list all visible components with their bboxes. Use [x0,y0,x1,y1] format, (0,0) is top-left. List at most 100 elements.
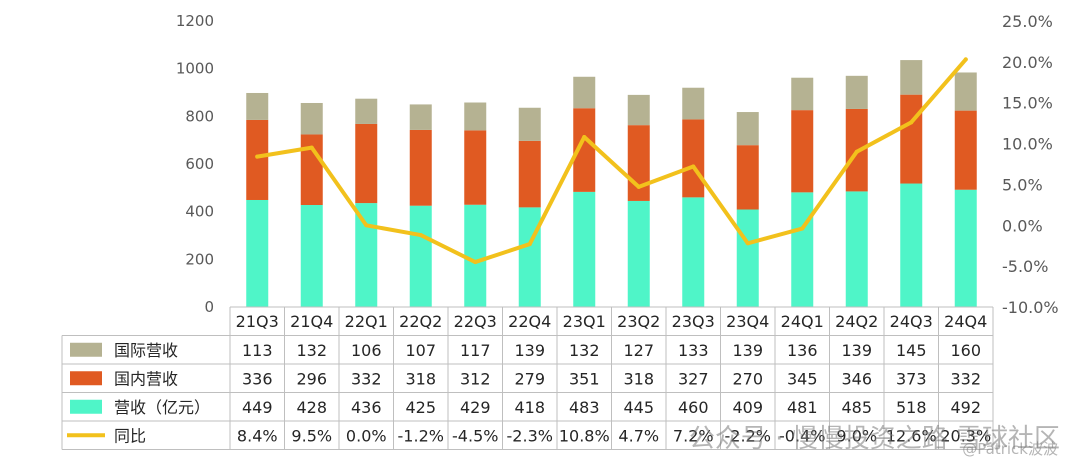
data-label: 127 [623,341,654,360]
bar-segment [464,130,487,205]
data-label: 139 [514,341,545,360]
y-tick-label: 800 [185,107,214,125]
yoy-point [963,57,968,62]
bar-segment [300,204,323,307]
data-label: 9.0% [836,426,877,445]
bar-segment [900,94,923,184]
y2-tick-label: 5.0% [1002,175,1043,194]
data-label: 145 [896,341,927,360]
data-label: 481 [787,398,818,417]
x-tick-label: 22Q3 [454,312,497,331]
yoy-point [909,120,914,125]
bar-segment [736,145,759,210]
bar-segment [845,75,868,109]
bar-segment [464,102,487,131]
data-label: 4.7% [618,426,659,445]
x-tick-label: 21Q4 [290,312,333,331]
data-label: -2.3% [507,426,553,445]
y-tick-label: 200 [185,250,214,268]
bar-segment [246,119,269,200]
watermark-line3: @Patrick波波 [962,440,1058,458]
data-label: 113 [242,341,273,360]
y2-tick-label: 15.0% [1002,94,1053,113]
yoy-point [582,135,587,140]
bar-segment [246,199,269,307]
data-label: -2.2% [725,426,771,445]
bar-segment [300,134,323,205]
bar-segment [300,102,323,135]
yoy-point [309,145,314,150]
data-label: -1.2% [398,426,444,445]
data-label: 139 [732,341,763,360]
data-label: 332 [950,369,981,388]
legend-label: 国内营收 [114,369,178,388]
x-tick-label: 24Q4 [944,312,987,331]
x-tick-label: 24Q3 [890,312,933,331]
y2-tick-label: -10.0% [1002,298,1059,317]
data-label: 318 [405,369,436,388]
data-label: 9.5% [291,426,332,445]
x-tick-label: 24Q1 [781,312,824,331]
bar-segment [736,112,759,146]
data-label: 518 [896,398,927,417]
bar-segment [954,189,977,307]
bar-segment [409,104,432,130]
data-label: 327 [678,369,709,388]
watermark-line1: 公众号 · 慢慢投资之路 [688,424,948,454]
x-tick-label: 23Q3 [672,312,715,331]
data-label: 106 [351,341,382,360]
data-label: 346 [841,369,872,388]
bar-segment [409,205,432,307]
data-label: 351 [569,369,600,388]
legend-label: 营收（亿元） [114,398,210,417]
data-label: 107 [405,341,436,360]
data-label: 20.3% [940,426,991,445]
data-label: 12.6% [886,426,937,445]
legend-swatch [70,371,102,386]
y2-tick-label: 0.0% [1002,216,1043,235]
bar-segment [791,192,814,307]
data-label: 318 [623,369,654,388]
watermark-line2: 雪球社区 [955,424,1060,454]
y2-tick-label: 10.0% [1002,135,1053,154]
data-label: 428 [296,398,327,417]
yoy-point [691,164,696,169]
bar-segment [736,209,759,307]
data-label: 10.8% [559,426,610,445]
bar-segment [518,140,541,208]
bar-segment [682,197,705,307]
data-label: 336 [242,369,273,388]
bar-segment [954,110,977,190]
legend-label: 同比 [114,426,146,445]
data-label: 270 [732,369,763,388]
y-tick-label: 0 [204,298,214,316]
data-label: 136 [787,341,818,360]
data-label: 445 [623,398,654,417]
x-tick-label: 24Q2 [835,312,878,331]
legend-label: 国际营收 [114,341,178,360]
bar-segment [954,72,977,111]
data-label: 117 [460,341,491,360]
x-tick-label: 23Q4 [726,312,769,331]
bar-segment [627,200,650,307]
data-table: 21Q3 21Q4 22Q1 22Q2 22Q3 22Q4 23Q1 23Q2 23Q3 23Q4… [61,306,994,450]
data-label: 133 [678,341,709,360]
yoy-point [527,242,532,247]
y-tick-label: 1200 [176,12,214,30]
data-label: 296 [296,369,327,388]
x-tick-label: 22Q2 [399,312,442,331]
bar-segment [627,125,650,201]
y2-tick-label: -5.0% [1002,257,1048,276]
data-label: 312 [460,369,491,388]
y-tick-label: 400 [185,203,214,221]
y-tick-label: 600 [185,155,214,173]
bar-segment [409,129,432,206]
watermark-handle: @Patrick波波 [962,438,1058,459]
y2-tick-label: 20.0% [1002,53,1053,72]
x-tick-label: 22Q4 [508,312,551,331]
data-label: 429 [460,398,491,417]
data-label: 7.2% [673,426,714,445]
bar-segment [682,87,705,120]
data-label: 279 [514,369,545,388]
